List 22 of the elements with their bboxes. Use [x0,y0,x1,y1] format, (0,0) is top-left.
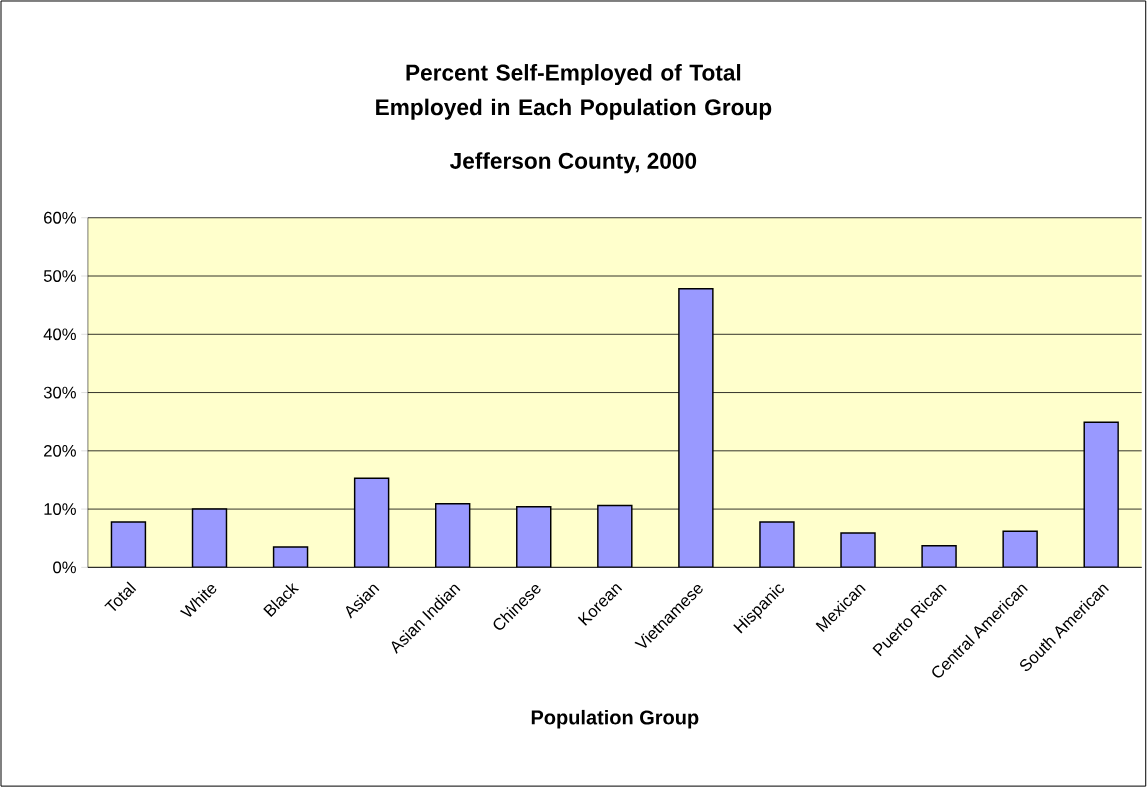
bar [110,521,147,568]
bar [272,546,309,568]
y-tick-label: 50% [43,270,76,282]
bar [759,521,795,568]
bar [1002,530,1038,568]
bar [597,504,633,568]
bar [353,477,390,568]
bar [840,532,876,568]
y-tick-label: 10% [44,503,76,515]
chart-subtitle: Jefferson County, 2000 [449,152,697,174]
y-tick-label: 30% [43,386,76,399]
y-tick-label: 0% [53,561,76,574]
y-tick-label: 20% [44,444,76,457]
bar [1083,421,1119,568]
bar [434,503,471,568]
chart-title: Percent Self-Employed of Total Employed in Each Population Group [376,63,772,120]
y-tick-label: 40% [43,328,76,341]
y-tick-label: 60% [44,211,76,224]
bar [191,508,228,568]
bar [678,288,714,568]
x-axis-title: Population Group [531,709,699,729]
bar [516,505,552,568]
